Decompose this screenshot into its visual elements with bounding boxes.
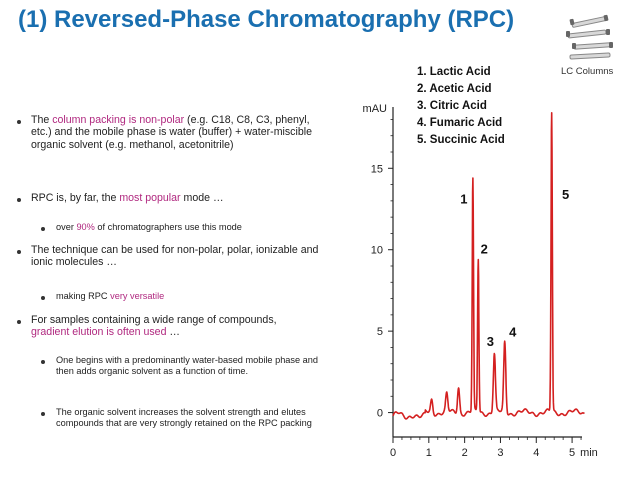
legend-item: 1. Lactic Acid [417,66,491,78]
x-axis-label: min [580,447,598,459]
bullet-most-popular: RPC is, by far, the most popular mode … [31,192,224,204]
legend-item: 4. Fumaric Acid [417,117,503,129]
peak-label-3: 3 [487,334,494,349]
legend-item: 2. Acetic Acid [417,83,492,95]
peak-label-1: 1 [460,192,467,207]
bullet-column-packing: The column packing is non-polar (e.g. C1… [31,114,312,151]
sub-bullet-organic-solvent: The organic solvent increases the solven… [56,407,312,428]
peak-label-2: 2 [481,241,488,256]
chart-peak-labels: 1 2 34 5 [460,187,569,349]
x-tick-label: 1 [426,447,432,459]
chromatogram-trace [392,112,585,420]
sub-bullet-dot [41,360,45,364]
sub-bullet-90-percent: over 90% of chromatographers use this mo… [56,222,242,232]
legend-item: 3. Citric Acid [417,100,487,112]
x-tick-label: 5 [569,447,575,459]
bullet-dot [17,198,21,202]
sub-bullet-versatile: making RPC very versatile [56,291,165,301]
chart-trace [392,112,585,420]
lc-columns-label: LC Columns [561,66,614,77]
x-tick-label: 4 [533,447,539,459]
sub-bullet-water-based: One begins with a predominantly water-ba… [56,355,319,376]
peak-label-4: 4 [509,325,517,340]
bullet-gradient-elution: For samples containing a wide range of c… [31,314,277,339]
peak-label-5: 5 [562,187,569,202]
lc-columns-icon [566,14,613,60]
chart-legend: 1. Lactic Acid 2. Acetic Acid 3. Citric … [417,64,505,149]
bullet-dot [17,320,21,324]
y-axis-label: mAU [363,103,388,115]
x-tick-label: 2 [462,447,468,459]
bullet-dot [17,250,21,254]
x-tick-label: 3 [497,447,503,459]
y-tick-label: 10 [371,245,383,257]
bullet-dot [17,120,21,124]
sub-bullet-dot [41,412,45,416]
sub-bullet-dot [41,227,45,231]
y-tick-label: 15 [371,163,383,175]
x-tick-label: 0 [390,447,396,459]
legend-item: 5. Succinic Acid [417,134,505,146]
bullet-technique: The technique can be used for non-polar,… [31,244,319,269]
page-title: (1) Reversed-Phase Chromatography (RPC) [18,6,515,33]
y-tick-label: 0 [377,408,383,420]
y-tick-label: 5 [377,326,383,338]
sub-bullet-dot [41,296,45,300]
